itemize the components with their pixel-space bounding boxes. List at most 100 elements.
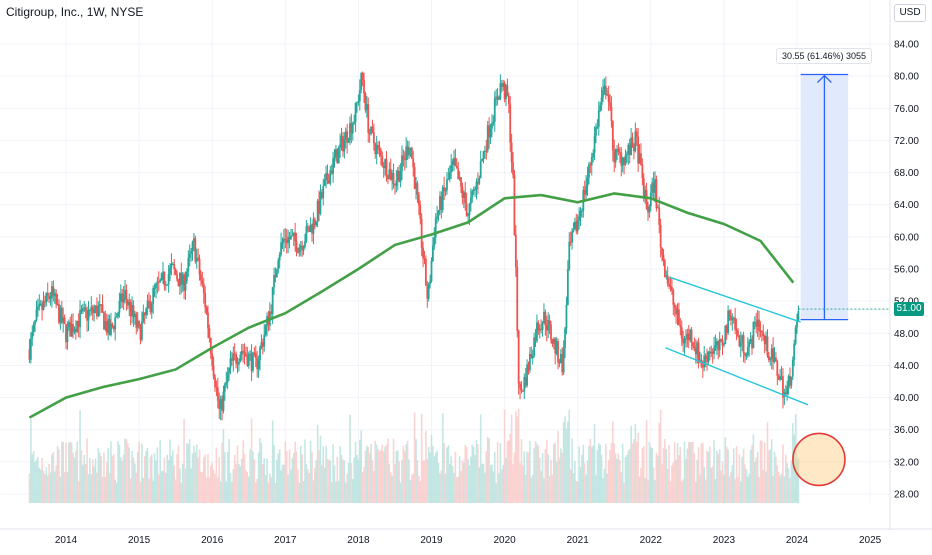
candle-body (678, 309, 680, 326)
volume-bar (278, 449, 281, 503)
candle-body (70, 324, 73, 337)
candle-body (460, 177, 462, 187)
candle-body (264, 325, 267, 335)
volume-bar (411, 474, 413, 503)
candle-body (731, 318, 734, 321)
volume-bar (513, 452, 516, 503)
candle-body (365, 104, 368, 111)
candle-body (429, 281, 431, 284)
time-tick-label: 2020 (493, 535, 516, 546)
volume-bar (734, 479, 736, 503)
volume-bar (650, 446, 652, 503)
candle-body (773, 357, 776, 362)
candle-body (221, 398, 223, 411)
candle-body (39, 303, 42, 305)
candle-body (499, 83, 502, 100)
time-tick-label: 2014 (55, 535, 78, 546)
volume-bar (76, 441, 79, 503)
candle-body (240, 351, 243, 355)
candle-body (93, 309, 96, 314)
volume-bar (104, 476, 107, 503)
candle-body (59, 307, 62, 323)
candle-body (568, 241, 571, 270)
candle-body (554, 338, 557, 354)
price-tick-label: 40.00 (894, 393, 919, 404)
candle-body (399, 171, 402, 182)
price-tick-label: 36.00 (894, 425, 919, 436)
volume-bar (207, 454, 209, 503)
volume-bar (666, 468, 669, 503)
candle-body (290, 235, 292, 240)
candle-body (641, 164, 644, 179)
volume-bar (51, 454, 53, 503)
volume-bar (471, 444, 474, 503)
volume-bar (337, 481, 340, 503)
volume-bar (728, 476, 731, 503)
volume-bar (654, 480, 656, 503)
volume-bar (173, 465, 176, 503)
volume-bar (368, 453, 371, 503)
candle-body (742, 335, 745, 354)
volume-bar (420, 414, 423, 503)
candle-body (439, 196, 441, 211)
volume-bar (665, 449, 668, 503)
candle-body (693, 345, 696, 348)
volume-bar (457, 476, 460, 503)
volume-bar (621, 443, 624, 503)
volume-bar (496, 441, 499, 503)
candle-body (280, 242, 282, 255)
candle-body (103, 312, 105, 330)
volume-bar (413, 412, 416, 503)
volume-bar (236, 445, 239, 503)
volume-bar (569, 468, 572, 503)
volume-bar (624, 456, 627, 503)
volume-bar (579, 466, 582, 503)
volume-bar (516, 416, 519, 503)
volume-bar (702, 442, 704, 503)
candle-body (86, 310, 88, 321)
volume-bar (571, 438, 573, 503)
candle-body (204, 292, 207, 308)
candle-body (689, 329, 692, 341)
volume-bar (645, 420, 648, 503)
candle-body (479, 161, 482, 179)
currency-button[interactable]: USD (894, 4, 926, 22)
candle-body (80, 309, 83, 312)
volume-bar (730, 471, 732, 503)
volume-bar (295, 451, 298, 503)
volume-bar (314, 468, 316, 503)
candle-body (533, 337, 536, 356)
volume-bar (446, 447, 448, 503)
candle-body (516, 267, 519, 331)
candle-body (634, 131, 637, 152)
candle-body (493, 97, 496, 122)
candle-body (45, 292, 48, 303)
volume-bar (132, 457, 135, 503)
candle-body (787, 376, 790, 387)
volume-bar (711, 466, 714, 503)
candle-body (668, 283, 670, 286)
candle-body (557, 341, 559, 362)
volume-bar (187, 443, 190, 503)
volume-bar (276, 459, 278, 503)
candle-body (34, 320, 36, 325)
candle-body (603, 85, 606, 90)
candle-body (766, 336, 769, 357)
volume-bar (517, 408, 520, 503)
candle-body (60, 307, 63, 323)
candle-body (117, 312, 119, 317)
volume-bar (669, 481, 672, 503)
candle-body (724, 325, 727, 345)
candle-body (364, 93, 367, 111)
candle-body (159, 279, 162, 282)
volume-bar (766, 421, 769, 503)
candle-body (769, 358, 772, 361)
candle-body (658, 207, 661, 225)
volume-bar (717, 453, 720, 503)
volume-bar (775, 456, 777, 503)
volume-bar (540, 470, 542, 503)
volume-bar (408, 459, 410, 503)
candle-body (44, 301, 46, 303)
